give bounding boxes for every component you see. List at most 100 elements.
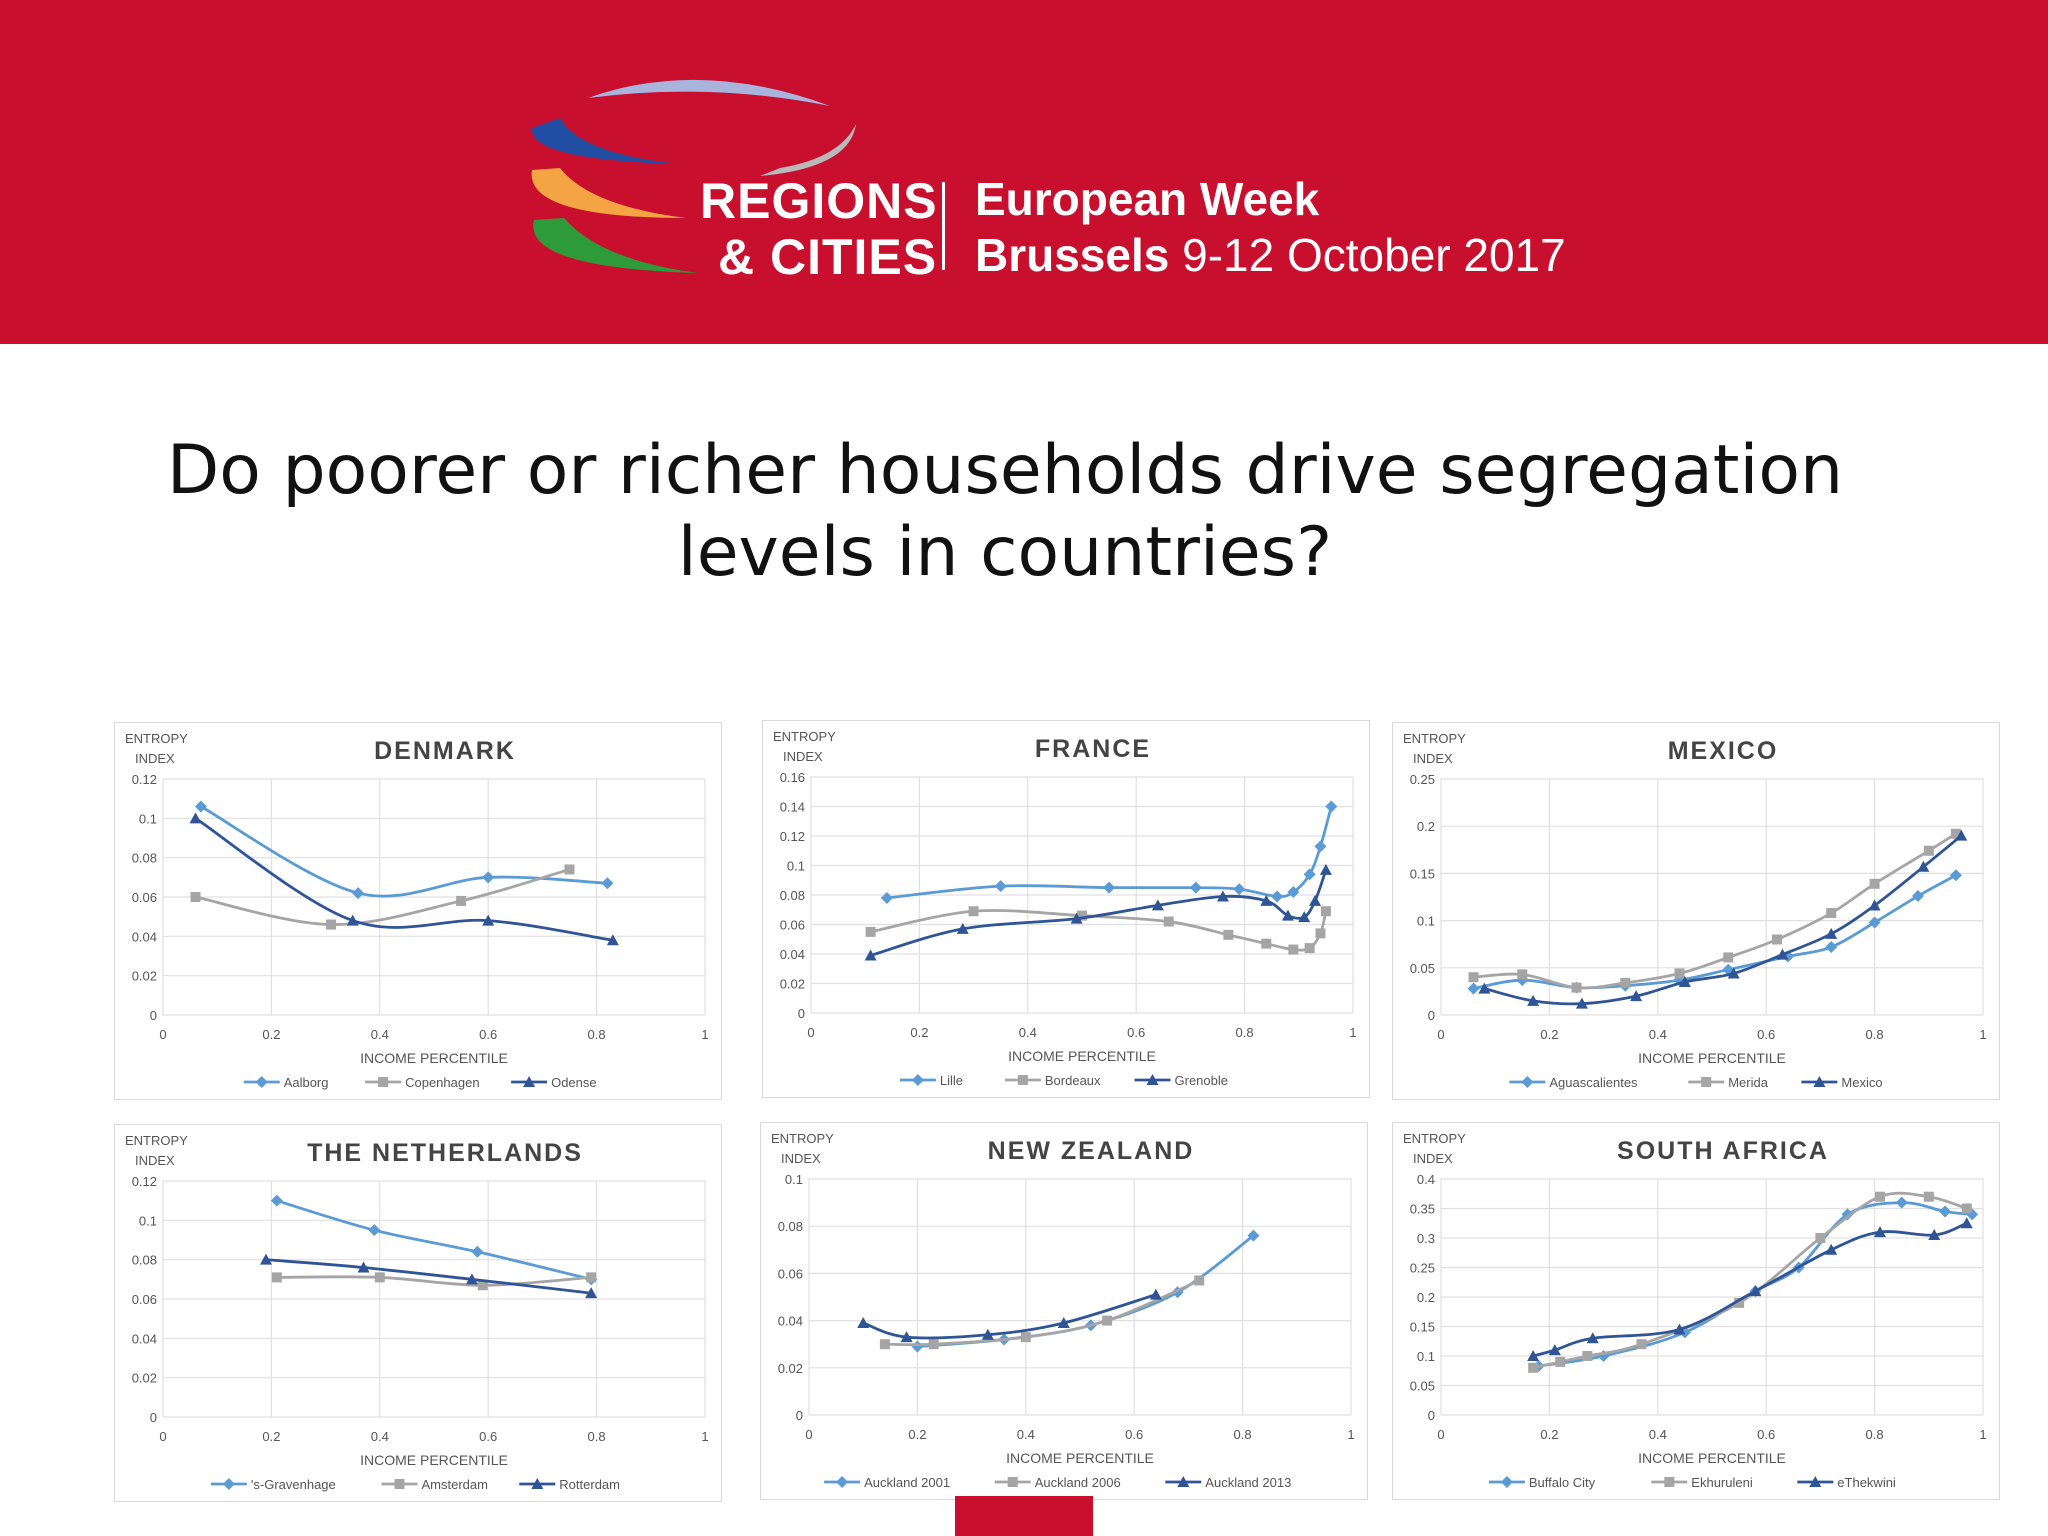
- series-1: [1528, 1191, 1972, 1373]
- y-tick-label: 0.06: [780, 918, 805, 933]
- data-point: [1171, 1286, 1184, 1299]
- legend-item: 's-Gravenhage: [210, 1477, 336, 1492]
- legend-label: Mexico: [1841, 1075, 1882, 1090]
- x-tick-label: 1: [1347, 1427, 1354, 1442]
- data-point: [1923, 1191, 1934, 1202]
- data-point: [968, 906, 979, 917]
- legend-item: Odense: [511, 1075, 597, 1090]
- x-tick-label: 0.4: [371, 1027, 389, 1042]
- y-tick-label: 0: [150, 1410, 157, 1425]
- data-point: [1260, 894, 1273, 906]
- series-1: [190, 864, 575, 930]
- legend-label: Odense: [551, 1075, 597, 1090]
- chart-new-zealand: NEW ZEALAND ENTROPY INDEX 0 0.02 0.04 0.06 0.08…: [771, 1131, 1355, 1490]
- y-axis-label-line1: ENTROPY: [771, 1131, 834, 1146]
- data-point: [879, 1339, 890, 1350]
- chart-title: MEXICO: [1668, 737, 1779, 765]
- data-point: [1923, 845, 1934, 856]
- series-line: [200, 805, 608, 898]
- data-point: [1875, 1191, 1886, 1202]
- data-point: [1223, 929, 1234, 940]
- legend-item: Lille: [899, 1073, 963, 1088]
- legend-marker: [378, 1077, 389, 1087]
- series-0: [911, 1229, 1260, 1353]
- chart-title: DENMARK: [374, 737, 516, 765]
- series-1: [1468, 828, 1961, 993]
- y-tick-label: 0.06: [132, 1292, 157, 1307]
- data-point: [1950, 828, 1961, 839]
- series-line: [1473, 874, 1957, 990]
- series-1: [271, 1272, 597, 1291]
- legend-label: Amsterdam: [422, 1477, 488, 1492]
- chart-title: NEW ZEALAND: [988, 1137, 1195, 1165]
- x-tick-label: 0.2: [1540, 1427, 1558, 1442]
- x-axis-label: INCOME PERCENTILE: [360, 1452, 508, 1468]
- y-tick-label: 0.08: [780, 888, 805, 903]
- data-point: [1939, 1205, 1952, 1218]
- data-point: [1151, 899, 1164, 911]
- x-tick-label: 0.6: [479, 1027, 497, 1042]
- data-point: [1636, 1339, 1647, 1350]
- data-point: [601, 877, 614, 890]
- series-line: [917, 1234, 1255, 1348]
- chart-panel-mexico: MEXICO ENTROPY INDEX 0 0.05 0.1 0.15 0.2 0.25 0 0.…: [1392, 722, 2000, 1100]
- series-line: [1538, 1201, 1973, 1368]
- legend-item: Auckland 2013: [1165, 1475, 1291, 1490]
- data-point: [352, 887, 365, 900]
- event-banner: REGIONS & CITIES European Week Brussels …: [0, 0, 2048, 344]
- data-point: [1314, 840, 1327, 853]
- data-point: [1216, 890, 1229, 902]
- data-point: [865, 926, 876, 937]
- y-tick-label: 0: [1428, 1008, 1435, 1023]
- y-axis-label-line2: INDEX: [1413, 751, 1453, 766]
- series-line: [276, 1275, 592, 1287]
- y-tick-label: 0.05: [1410, 1379, 1435, 1394]
- legend-marker: [1500, 1476, 1513, 1488]
- data-point: [189, 812, 202, 824]
- legend-marker: [1017, 1075, 1028, 1085]
- y-tick-label: 0.12: [132, 1174, 157, 1189]
- event-dates: 9-12 October 2017: [1182, 229, 1566, 281]
- data-point: [606, 934, 619, 946]
- data-point: [1928, 1229, 1941, 1241]
- event-city: Brussels: [975, 229, 1170, 281]
- chart-netherlands: THE NETHERLANDS ENTROPY INDEX 0 0.02 0.04 0.06…: [125, 1133, 709, 1492]
- slide-title-line2: levels in countries?: [677, 513, 1333, 592]
- data-point: [465, 1273, 478, 1285]
- data-point: [1673, 1323, 1686, 1335]
- data-point: [1825, 1243, 1838, 1255]
- x-tick-label: 0.6: [1757, 1027, 1775, 1042]
- legend-marker: [1146, 1074, 1159, 1085]
- data-point: [1776, 948, 1789, 960]
- data-point: [1527, 1350, 1540, 1361]
- y-axis-label-line2: INDEX: [135, 751, 175, 766]
- legend-label: Auckland 2013: [1205, 1475, 1291, 1490]
- series-line: [1532, 1221, 1968, 1358]
- y-axis-label-line1: ENTROPY: [125, 1133, 188, 1148]
- chart-title: SOUTH AFRICA: [1617, 1137, 1829, 1165]
- footer-tab: [955, 1496, 1093, 1536]
- slide-title-line1: Do poorer or richer households drive seg…: [166, 431, 1844, 510]
- y-tick-label: 0.06: [778, 1266, 803, 1281]
- data-point: [1630, 990, 1643, 1002]
- x-tick-label: 0.2: [908, 1427, 926, 1442]
- x-tick-label: 0: [805, 1427, 812, 1442]
- event-location-dates: Brussels 9-12 October 2017: [975, 228, 1566, 282]
- legend-label: Auckland 2006: [1035, 1475, 1121, 1490]
- x-tick-label: 0.4: [1019, 1025, 1037, 1040]
- data-point: [564, 864, 575, 875]
- data-point: [477, 1280, 488, 1291]
- legend-label: eThekwini: [1837, 1475, 1896, 1490]
- series-line: [265, 1258, 592, 1295]
- data-point: [1966, 1208, 1979, 1221]
- legend-label: Bordeaux: [1045, 1073, 1101, 1088]
- legend-marker: [1701, 1077, 1712, 1087]
- data-point: [1955, 829, 1968, 841]
- chart-panel-south-africa: SOUTH AFRICA ENTROPY INDEX 0 0.05 0.1 0.15 0.2 0…: [1392, 1122, 2000, 1500]
- data-point: [956, 922, 969, 934]
- brand-line-regions: REGIONS: [700, 173, 938, 229]
- data-point: [1298, 911, 1311, 923]
- data-point: [1194, 1275, 1205, 1286]
- data-point: [1103, 881, 1116, 894]
- chart-france: FRANCE ENTROPY INDEX 0 0.02 0.04 0.06 0.08 0.1 0.…: [773, 729, 1357, 1088]
